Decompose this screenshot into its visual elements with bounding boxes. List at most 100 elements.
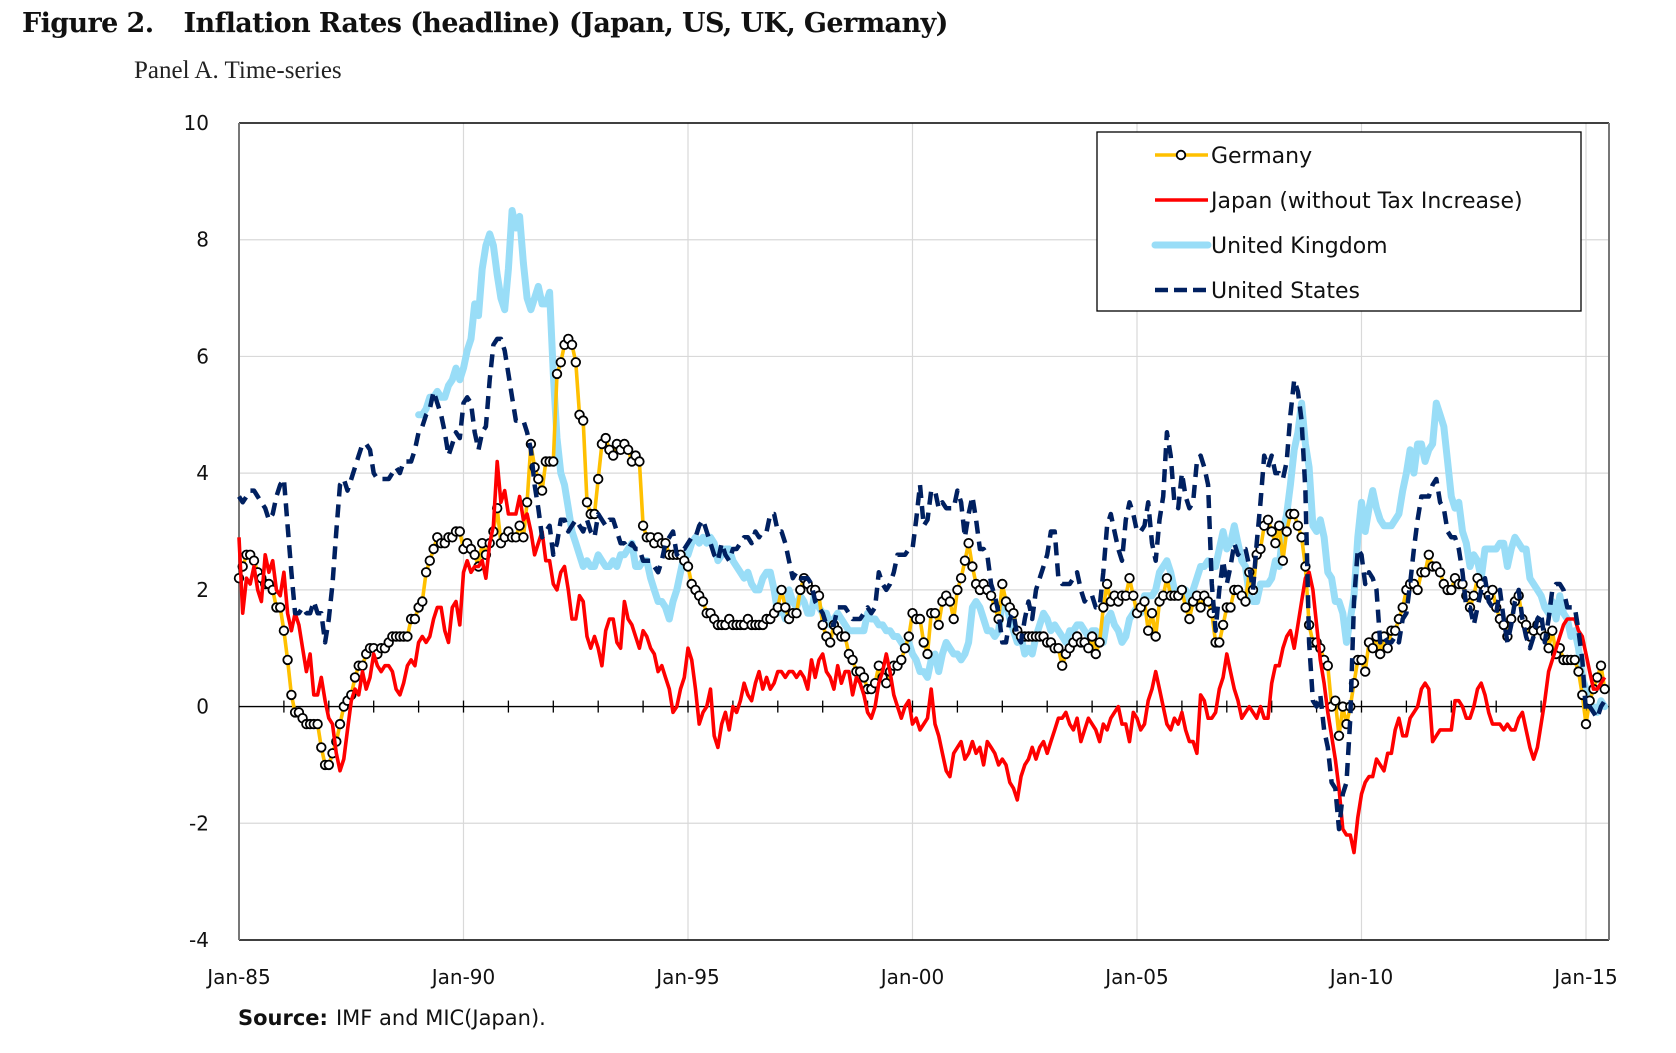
- data-point-marker: [275, 602, 286, 613]
- x-tick-label: Jan-85: [205, 965, 271, 989]
- data-point-marker: [1359, 666, 1371, 677]
- data-point-marker: [424, 555, 436, 566]
- y-tick-label: 10: [184, 111, 209, 135]
- x-tick-label: Jan-90: [430, 965, 496, 989]
- data-point-marker: [1150, 631, 1161, 642]
- data-point-marker: [1543, 643, 1554, 654]
- data-point-marker: [1225, 602, 1236, 613]
- source-label: Source:: [238, 1006, 328, 1030]
- data-point-marker: [1270, 538, 1281, 549]
- data-point-marker: [1446, 584, 1457, 596]
- source-text: IMF and MIC(Japan).: [335, 1006, 546, 1030]
- data-point-marker: [278, 625, 290, 636]
- data-point-marker: [518, 532, 529, 543]
- x-tick-label: Jan-95: [654, 965, 720, 989]
- data-point-marker: [409, 613, 421, 625]
- data-point-marker: [780, 602, 791, 613]
- data-point-marker: [555, 357, 567, 368]
- data-point-marker: [1161, 573, 1173, 584]
- data-point-marker: [795, 584, 806, 596]
- data-point-marker: [1142, 625, 1154, 636]
- data-point-marker: [1090, 648, 1102, 660]
- data-point-marker: [1292, 520, 1304, 531]
- data-point-marker: [1146, 608, 1158, 619]
- data-point-marker: [1599, 683, 1610, 695]
- data-point-marker: [1277, 555, 1289, 566]
- series-united-kingdom: [415, 207, 1609, 716]
- data-point-marker: [903, 631, 915, 642]
- data-point-marker: [1412, 584, 1423, 596]
- data-point-marker: [1580, 718, 1592, 730]
- data-point-marker: [286, 689, 297, 701]
- data-point-marker: [316, 742, 327, 753]
- legend-item: Germany: [1155, 144, 1312, 169]
- data-point-marker: [1569, 654, 1581, 666]
- data-point-marker: [1273, 520, 1285, 531]
- data-point-marker: [566, 339, 578, 351]
- data-point-marker: [1184, 613, 1195, 625]
- data-point-marker: [282, 654, 293, 666]
- source-note: Source: IMF and MIC(Japan).: [238, 1006, 546, 1030]
- legend-item: Japan (without Tax Increase): [1155, 189, 1523, 214]
- data-point-marker: [1217, 619, 1229, 631]
- data-point-marker: [839, 631, 851, 642]
- data-point-marker: [417, 596, 428, 607]
- data-point-marker: [959, 555, 971, 566]
- data-point-marker: [1356, 654, 1367, 666]
- y-tick-label: 4: [196, 461, 209, 485]
- y-tick-label: -4: [189, 928, 209, 952]
- data-point-marker: [1214, 637, 1225, 648]
- series-line: [415, 207, 1609, 716]
- data-point-marker: [997, 578, 1008, 590]
- data-point-marker: [312, 718, 323, 730]
- data-point-marker: [933, 619, 944, 631]
- data-point-marker: [1053, 643, 1064, 654]
- data-point-marker: [600, 432, 611, 444]
- series-line: [237, 336, 1607, 832]
- y-tick-label: 6: [196, 344, 209, 368]
- data-point-marker: [536, 485, 548, 496]
- data-point-marker: [922, 648, 933, 660]
- data-point-marker: [791, 608, 802, 619]
- data-point-marker: [697, 596, 709, 607]
- data-point-marker: [323, 759, 335, 771]
- data-point-marker: [1180, 602, 1191, 613]
- data-point-marker: [581, 497, 593, 508]
- data-point-marker: [952, 584, 963, 596]
- series-germany: [233, 333, 1610, 771]
- data-point-marker: [1333, 730, 1345, 742]
- data-point-marker: [622, 444, 634, 456]
- data-point-marker: [1288, 508, 1300, 520]
- data-point-marker: [1322, 660, 1334, 671]
- figure-number: Figure 2.: [22, 8, 154, 39]
- data-point-marker: [914, 613, 926, 625]
- series-japan-without-tax-increase: [237, 459, 1607, 855]
- data-point-marker: [918, 637, 929, 648]
- legend-label: Germany: [1211, 144, 1312, 169]
- data-point-marker: [1266, 526, 1277, 537]
- data-point-marker: [1498, 619, 1509, 631]
- data-point-marker: [1128, 590, 1139, 601]
- data-point-marker: [1083, 643, 1094, 654]
- data-point-marker: [1573, 666, 1584, 677]
- data-point-marker: [1195, 602, 1206, 613]
- data-point-marker: [1176, 584, 1188, 596]
- x-tick-label: Jan-15: [1552, 965, 1618, 989]
- data-point-marker: [402, 631, 413, 642]
- data-point-marker: [1367, 643, 1378, 654]
- data-point-marker: [1419, 567, 1431, 578]
- y-tick-label: 2: [196, 578, 209, 602]
- data-point-marker: [593, 473, 604, 485]
- legend-item: United Kingdom: [1151, 234, 1388, 259]
- data-point-marker: [1330, 695, 1341, 706]
- x-tick-label: Jan-05: [1103, 965, 1169, 989]
- legend: Germany Japan (without Tax Increase) Unite…: [1096, 131, 1582, 312]
- data-point-marker: [1397, 602, 1408, 613]
- panel-title: Panel A. Time-series: [134, 57, 342, 84]
- axes: 10 8 6 4 2 0 -2 -4 Jan-85 Jan-90 Jan-95 Jan-00 Jan-0…: [184, 111, 1618, 989]
- data-point-marker: [899, 643, 911, 654]
- data-point-marker: [929, 608, 941, 619]
- data-point-marker: [1086, 631, 1098, 642]
- data-point-marker: [1595, 660, 1607, 671]
